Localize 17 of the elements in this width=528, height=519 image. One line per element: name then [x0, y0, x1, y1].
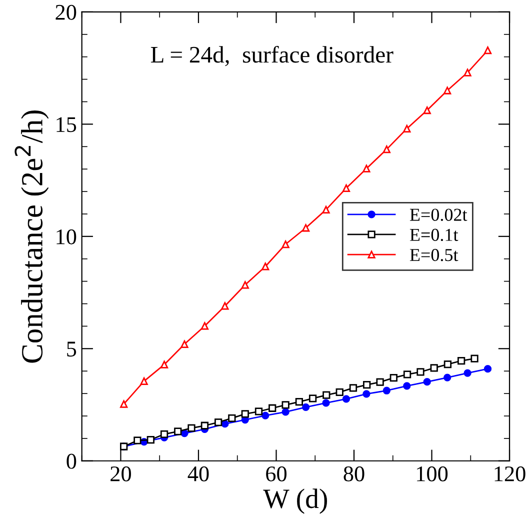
legend-label: E=0.02t: [410, 208, 468, 221]
y-tick-label: 10: [56, 229, 76, 244]
x-tick-label: 120: [494, 466, 526, 482]
y-tick-label: 20: [56, 4, 76, 20]
x-tick-label: 20: [110, 466, 131, 482]
annotation: L = 24d, surface disorder: [150, 46, 394, 66]
legend-label: E=0.1t: [410, 228, 458, 242]
x-axis-title: W (d): [263, 488, 327, 514]
x-tick-label: 100: [417, 466, 448, 482]
y-tick-label: 0: [66, 454, 76, 469]
y-tick-label: 15: [56, 117, 76, 132]
x-tick-label: 60: [266, 466, 287, 482]
x-tick-label: 40: [188, 466, 209, 482]
legend-label: E=0.5t: [410, 248, 458, 262]
x-tick-label: 80: [344, 466, 364, 482]
y-axis-title: Conductance (2e$^{2}$/h): [14, 110, 49, 363]
y-tick-label: 5: [67, 342, 76, 357]
